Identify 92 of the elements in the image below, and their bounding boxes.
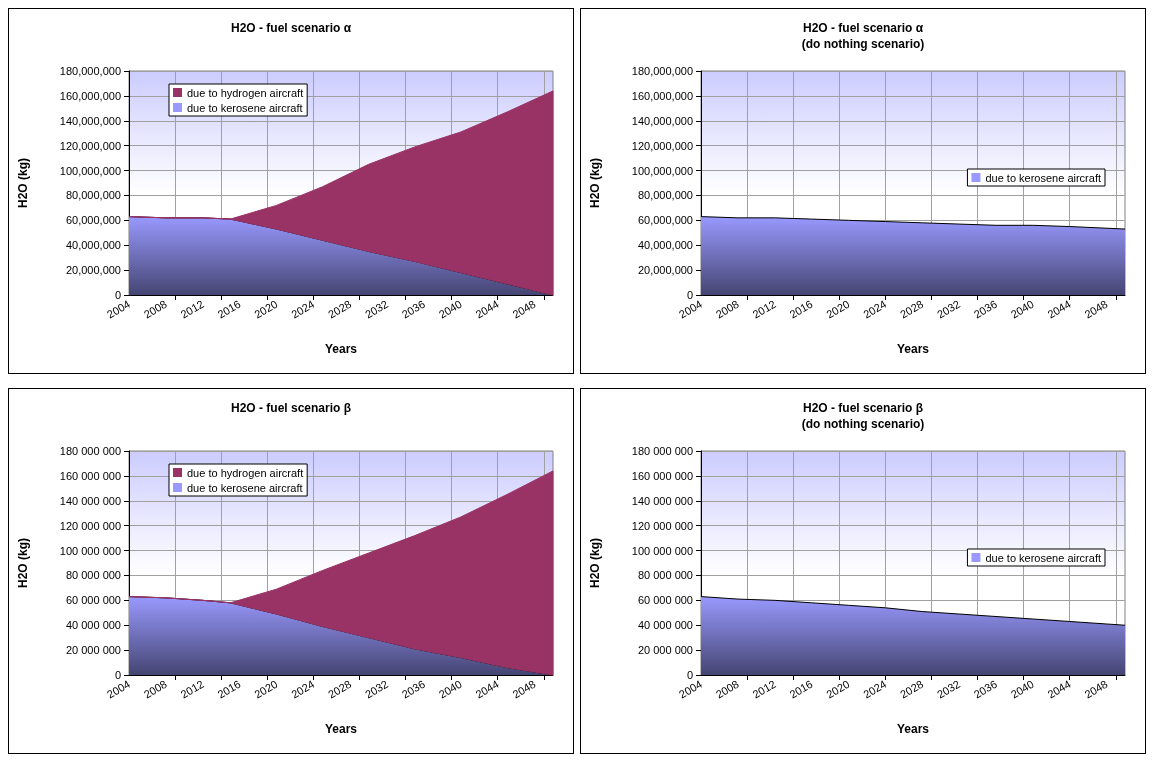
y-tick-label: 60 000 000 — [65, 594, 121, 607]
y-tick-label: 140 000 000 — [59, 494, 121, 507]
y-tick-label: 160 000 000 — [631, 469, 693, 482]
x-tick-label: 2012 — [750, 297, 778, 321]
x-tick-label: 2020 — [252, 297, 280, 321]
x-tick-label: 2008 — [141, 677, 169, 701]
y-tick-label: 120 000 000 — [631, 519, 693, 532]
x-tick-label: 2028 — [326, 677, 354, 701]
x-tick-label: 2012 — [178, 297, 206, 321]
chart-title: H2O - fuel scenario β — [802, 401, 924, 415]
y-tick-label: 0 — [114, 289, 121, 301]
x-axis-title: Years — [896, 722, 930, 736]
y-tick-label: 0 — [686, 289, 693, 301]
chart-title: H2O - fuel scenario β — [230, 401, 352, 415]
y-tick-label: 0 — [686, 669, 693, 681]
x-tick-label: 2048 — [1082, 297, 1110, 321]
x-tick-label: 2048 — [1082, 677, 1110, 701]
x-tick-label: 2040 — [436, 677, 464, 701]
legend-label: due to kerosene aircraft — [187, 101, 303, 114]
y-tick-label: 180,000,000 — [59, 65, 121, 77]
chart-subtitle: (do nothing scenario) — [801, 37, 925, 51]
y-tick-label: 140,000,000 — [59, 114, 121, 127]
y-tick-label: 60 000 000 — [637, 594, 693, 607]
y-tick-label: 60,000,000 — [637, 214, 693, 227]
x-axis-title: Years — [324, 722, 358, 736]
legend-label: due to hydrogen aircraft — [187, 466, 304, 479]
x-tick-label: 2032 — [934, 297, 963, 321]
legend-label: due to kerosene aircraft — [187, 481, 303, 494]
x-tick-label: 2028 — [898, 297, 926, 321]
chart-subtitle: (do nothing scenario) — [801, 417, 925, 431]
y-tick-label: 100,000,000 — [59, 164, 121, 177]
y-tick-label: 140 000 000 — [631, 494, 693, 507]
x-tick-label: 2028 — [898, 677, 926, 701]
y-tick-label: 180 000 000 — [59, 445, 121, 457]
y-tick-label: 80 000 000 — [65, 569, 121, 582]
y-tick-label: 20,000,000 — [65, 264, 121, 277]
x-tick-label: 2020 — [824, 677, 852, 701]
x-tick-label: 2036 — [399, 677, 427, 701]
y-tick-label: 160,000,000 — [631, 89, 693, 102]
y-axis-title: H2O (kg) — [588, 157, 602, 209]
y-tick-label: 40 000 000 — [637, 619, 693, 632]
x-tick-label: 2040 — [1008, 297, 1036, 321]
x-tick-label: 2020 — [252, 677, 280, 701]
x-tick-label: 2032 — [362, 297, 391, 321]
x-tick-label: 2032 — [934, 677, 963, 701]
x-tick-label: 2048 — [510, 297, 538, 321]
x-tick-label: 2020 — [824, 297, 852, 321]
y-tick-label: 20 000 000 — [637, 644, 693, 657]
x-tick-label: 2048 — [510, 677, 538, 701]
x-tick-label: 2036 — [971, 297, 999, 321]
chart-title: H2O - fuel scenario α — [230, 21, 352, 35]
x-tick-label: 2036 — [399, 297, 427, 321]
y-tick-label: 20 000 000 — [65, 644, 121, 657]
legend-label: due to hydrogen aircraft — [187, 86, 304, 99]
y-tick-label: 120,000,000 — [631, 139, 693, 152]
y-tick-label: 80,000,000 — [65, 189, 121, 202]
x-tick-label: 2040 — [1008, 677, 1036, 701]
legend-label: due to kerosene aircraft — [985, 551, 1102, 564]
chart-title: H2O - fuel scenario α — [802, 21, 924, 35]
x-tick-label: 2036 — [971, 677, 999, 701]
x-tick-label: 2012 — [178, 677, 206, 701]
x-tick-label: 2040 — [436, 297, 464, 321]
x-tick-label: 2008 — [713, 677, 741, 701]
y-axis-title: H2O (kg) — [588, 537, 602, 589]
y-tick-label: 0 — [114, 669, 121, 681]
y-tick-label: 80 000 000 — [637, 569, 693, 582]
y-axis-title: H2O (kg) — [16, 157, 30, 209]
y-tick-label: 40,000,000 — [637, 239, 693, 252]
y-tick-label: 120 000 000 — [59, 519, 121, 532]
x-tick-label: 2032 — [362, 677, 391, 701]
y-tick-label: 100,000,000 — [631, 164, 693, 177]
y-tick-label: 20,000,000 — [637, 264, 693, 277]
legend-label: due to kerosene aircraft — [985, 171, 1102, 184]
y-tick-label: 160 000 000 — [59, 469, 121, 482]
y-tick-label: 160,000,000 — [59, 89, 121, 102]
x-tick-label: 2008 — [713, 297, 741, 321]
x-axis-title: Years — [324, 342, 358, 356]
y-tick-label: 100 000 000 — [631, 544, 693, 557]
y-tick-label: 120,000,000 — [59, 139, 121, 152]
y-tick-label: 60,000,000 — [65, 214, 121, 227]
x-tick-label: 2012 — [750, 677, 778, 701]
x-tick-label: 2008 — [141, 297, 169, 321]
y-tick-label: 180 000 000 — [631, 445, 693, 457]
y-tick-label: 100 000 000 — [59, 544, 121, 557]
y-tick-label: 40 000 000 — [65, 619, 121, 632]
x-axis-title: Years — [896, 342, 930, 356]
y-tick-label: 180,000,000 — [631, 65, 693, 77]
y-tick-label: 140,000,000 — [631, 114, 693, 127]
y-axis-title: H2O (kg) — [16, 537, 30, 589]
y-tick-label: 40,000,000 — [65, 239, 121, 252]
y-tick-label: 80,000,000 — [637, 189, 693, 202]
x-tick-label: 2028 — [326, 297, 354, 321]
